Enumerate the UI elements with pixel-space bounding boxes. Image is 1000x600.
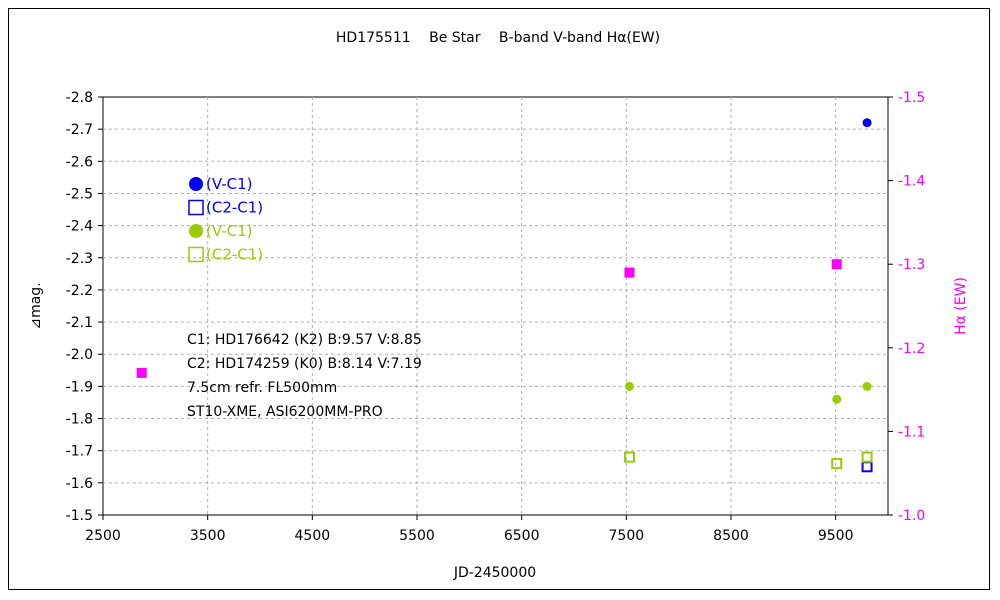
legend-marker-circle — [189, 224, 203, 238]
left-y-tick-label: -1.8 — [66, 412, 93, 428]
left-y-tick-label: -1.6 — [66, 476, 93, 492]
x-tick-label: 2500 — [85, 528, 121, 544]
legend-label: (V-C1) — [206, 175, 253, 193]
legend-marker-square — [188, 246, 204, 263]
left-y-tick-label: -2.7 — [66, 122, 93, 138]
plot-area — [102, 96, 889, 516]
legend-marker-circle — [189, 177, 203, 191]
left-y-tick-label: -2.8 — [66, 90, 93, 106]
right-y-tick-label: -1.2 — [898, 341, 925, 357]
grid-lines — [103, 97, 888, 515]
left-y-axis-ticks: -2.8 -2.7 -2.6 -2.5 -2.4 -2.3 -2.2 -2.1 -2.0 -1.9… — [66, 90, 103, 524]
left-y-tick-label: -2.3 — [66, 251, 93, 267]
x-tick-label: 4500 — [295, 528, 331, 544]
data-point-open-square — [623, 451, 635, 463]
x-tick-label: 9500 — [818, 528, 854, 544]
data-point-circle — [624, 381, 634, 391]
annotation-line: C1: HD176642 (K2) B:9.57 V:8.85 — [187, 332, 422, 348]
x-axis-ticks: 2500 3500 4500 5500 6500 7500 8500 9500 — [85, 515, 853, 544]
legend-label: (V-C1) — [206, 222, 253, 240]
annotation-block: C1: HD176642 (K2) B:9.57 V:8.85 C2: HD174… — [187, 332, 422, 420]
annotation-line: C2: HD174259 (K0) B:8.14 V:7.19 — [187, 356, 422, 372]
legend: (V-C1) (C2-C1) (V-C1) (C2-C1) — [188, 175, 263, 264]
x-tick-label: 5500 — [399, 528, 435, 544]
data-marks — [136, 118, 873, 473]
right-y-axis-ticks: -1.5 -1.4 -1.3 -1.2 -1.1 -1.0 — [888, 90, 925, 524]
annotation-line: 7.5cm refr. FL500mm — [187, 380, 337, 396]
legend-label: (C2-C1) — [206, 199, 263, 217]
left-y-tick-label: -2.5 — [66, 186, 93, 202]
data-point-open-square — [831, 458, 843, 470]
right-y-tick-label: -1.1 — [898, 424, 925, 440]
data-point-circle — [862, 118, 872, 128]
left-y-axis-label: ⊿mag. — [28, 282, 44, 329]
right-y-tick-label: -1.3 — [898, 257, 925, 273]
left-y-tick-label: -1.5 — [66, 508, 93, 524]
right-y-tick-label: -1.4 — [898, 174, 925, 190]
right-y-tick-label: -1.5 — [898, 90, 925, 106]
left-y-tick-label: -2.2 — [66, 283, 93, 299]
data-point-open-square — [861, 451, 873, 463]
data-point-filled-square — [624, 267, 635, 278]
left-y-tick-label: -1.9 — [66, 379, 93, 395]
legend-marker-square — [188, 199, 204, 216]
data-point-filled-square — [136, 367, 147, 378]
left-y-tick-label: -2.4 — [66, 219, 93, 235]
x-tick-label: 7500 — [609, 528, 645, 544]
data-point-filled-square — [831, 259, 842, 270]
annotation-line: ST10-XME, ASI6200MM-PRO — [187, 404, 383, 420]
x-tick-label: 6500 — [504, 528, 540, 544]
chart-frame — [8, 8, 990, 590]
right-y-tick-label: -1.0 — [898, 508, 925, 524]
chart-title: HD175511 Be Star B-band V-band Hα(EW) — [336, 30, 660, 46]
legend-label: (C2-C1) — [206, 246, 263, 264]
left-y-tick-label: -1.7 — [66, 444, 93, 460]
right-y-axis-label: Hα (EW) — [953, 277, 969, 335]
left-y-tick-label: -2.0 — [66, 347, 93, 363]
data-point-circle — [862, 381, 872, 391]
left-y-tick-label: -2.6 — [66, 154, 93, 170]
x-tick-label: 8500 — [713, 528, 749, 544]
data-point-circle — [832, 394, 842, 404]
x-axis-label: JD-2450000 — [453, 565, 536, 581]
left-y-tick-label: -2.1 — [66, 315, 93, 331]
x-tick-label: 3500 — [190, 528, 226, 544]
